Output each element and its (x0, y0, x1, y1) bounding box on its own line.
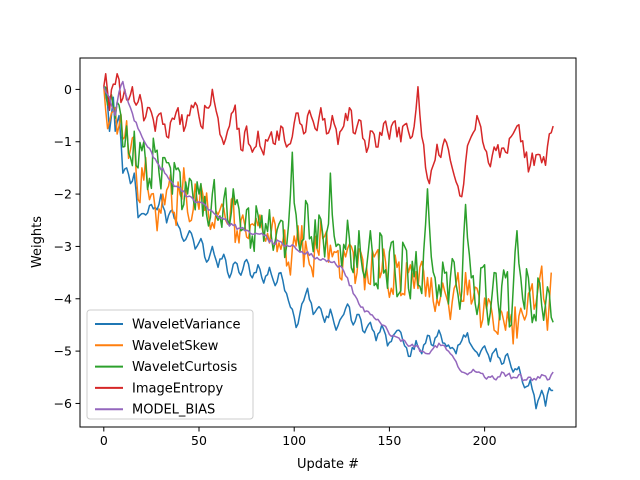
series-line-waveletvariance (103, 86, 554, 410)
y-tick-label: 0 (64, 82, 72, 97)
x-tick-label: 0 (100, 433, 108, 448)
series-layer (103, 72, 554, 410)
y-tick-label: −1 (54, 134, 72, 149)
legend: WaveletVariance WaveletSkew WaveletCurtosi… (86, 309, 254, 420)
legend-label: ImageEntropy (132, 381, 224, 396)
legend-label: WaveletSkew (132, 339, 219, 354)
plot-frame (79, 57, 577, 428)
legend-label: WaveletCurtosis (132, 360, 237, 375)
series-line-waveletcurtosis (103, 86, 554, 328)
x-tick-label: 150 (377, 433, 401, 448)
y-tick-label: −5 (54, 344, 72, 359)
series-line-imageentropy (103, 72, 554, 198)
y-tick-label: −6 (54, 396, 72, 411)
y-axis-ticks: 0 −1 −2 −3 −4 −5 −6 (54, 82, 80, 411)
x-axis-ticks: 0 50 100 150 200 (100, 427, 497, 448)
legend-label: WaveletVariance (132, 318, 241, 333)
x-axis-label: Update # (297, 457, 359, 472)
legend-box (86, 309, 254, 420)
x-tick-label: 100 (282, 433, 306, 448)
x-tick-label: 200 (473, 433, 497, 448)
y-tick-label: −2 (54, 187, 72, 202)
legend-label: MODEL_BIAS (132, 403, 215, 418)
y-tick-label: −4 (54, 291, 72, 306)
x-tick-label: 50 (191, 433, 207, 448)
series-line-waveletskew (103, 86, 552, 345)
series-line-model-bias (103, 80, 554, 382)
y-tick-label: −3 (54, 239, 72, 254)
y-axis-label: Weights (30, 216, 45, 268)
